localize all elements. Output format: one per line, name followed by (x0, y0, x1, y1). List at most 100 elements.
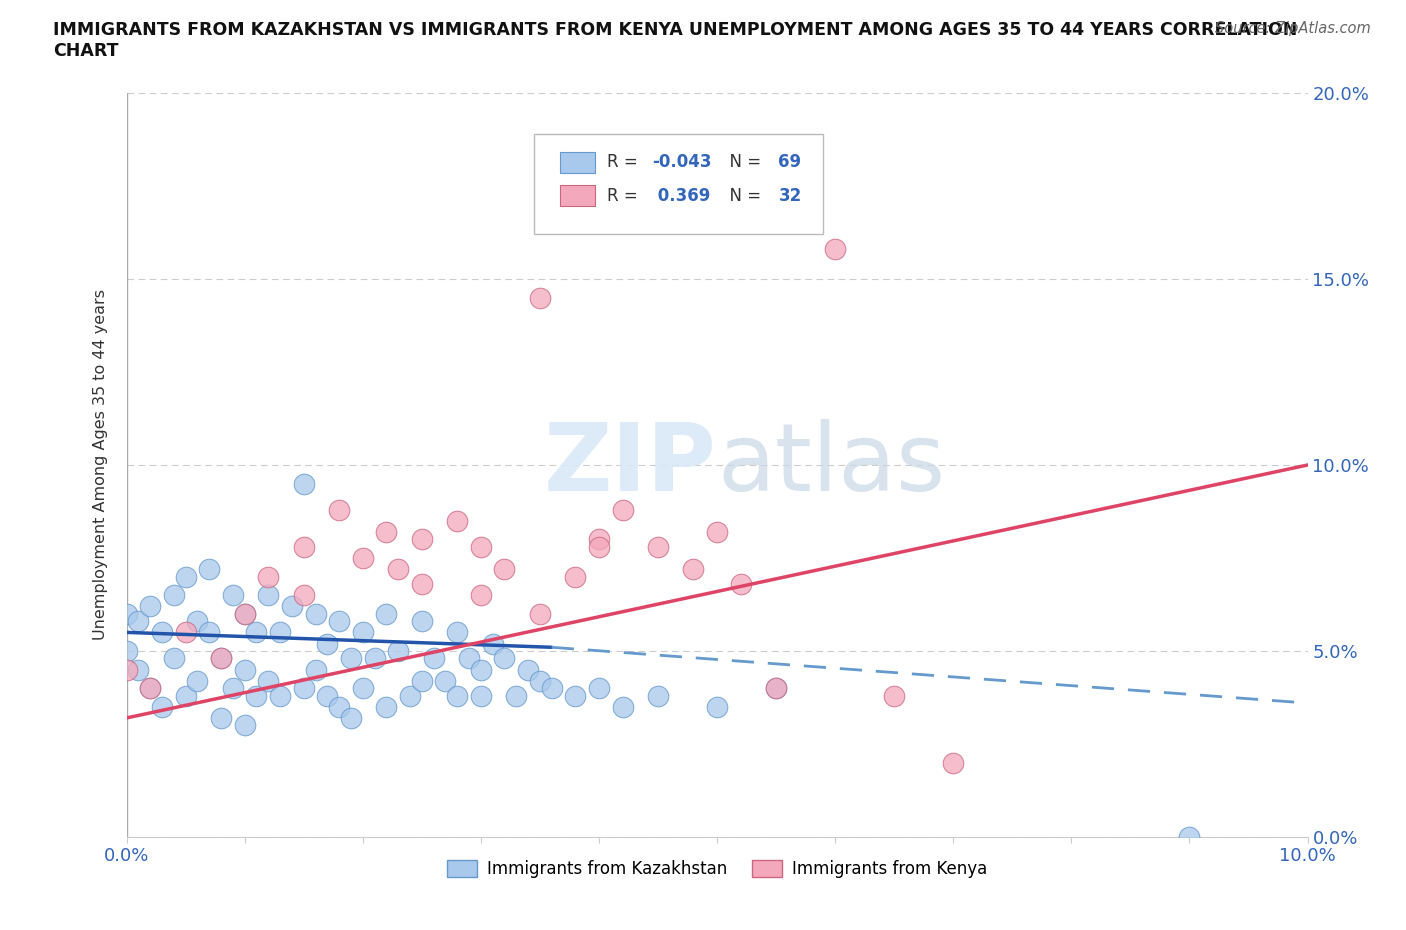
Point (529, 606, 551, 621)
Point (292, 539, 315, 554)
Point (352, 551, 374, 565)
Point (730, 577, 752, 591)
Point (233, 606, 256, 621)
Point (269, 688, 291, 703)
Text: 0.369: 0.369 (652, 187, 710, 205)
Point (387, 562, 409, 577)
Point (458, 651, 481, 666)
Point (174, 688, 197, 703)
Point (292, 588, 315, 603)
Point (233, 718, 256, 733)
Point (316, 688, 339, 703)
Point (529, 290, 551, 305)
Point (682, 562, 704, 577)
Point (174, 569, 197, 584)
Point (127, 614, 149, 629)
Point (150, 699, 173, 714)
FancyBboxPatch shape (560, 152, 595, 173)
Text: atlas: atlas (717, 419, 945, 511)
Text: Source: ZipAtlas.com: Source: ZipAtlas.com (1215, 21, 1371, 36)
Point (564, 569, 586, 584)
Point (222, 588, 245, 603)
Point (209, 651, 232, 666)
Point (257, 673, 280, 688)
Text: -0.043: -0.043 (652, 153, 711, 171)
Point (588, 681, 610, 696)
Point (481, 636, 503, 651)
Point (942, 755, 965, 770)
Point (198, 562, 221, 577)
Point (517, 662, 540, 677)
Point (411, 673, 433, 688)
Point (375, 525, 398, 539)
Point (245, 688, 267, 703)
Point (328, 502, 350, 517)
Point (352, 625, 374, 640)
Point (470, 539, 492, 554)
Point (139, 599, 162, 614)
Text: R =: R = (607, 153, 643, 171)
Point (529, 673, 551, 688)
Point (505, 688, 527, 703)
Point (139, 681, 162, 696)
Point (375, 606, 398, 621)
Point (494, 651, 516, 666)
Point (222, 681, 245, 696)
Point (411, 614, 433, 629)
Point (399, 688, 422, 703)
Point (186, 673, 208, 688)
Point (233, 606, 256, 621)
Point (198, 625, 221, 640)
Point (328, 699, 350, 714)
Point (706, 525, 728, 539)
Point (304, 606, 326, 621)
Point (269, 625, 291, 640)
Point (612, 502, 634, 517)
Point (588, 532, 610, 547)
Point (470, 588, 492, 603)
Point (434, 673, 457, 688)
Point (647, 688, 669, 703)
Point (115, 644, 138, 658)
Point (340, 651, 363, 666)
Point (564, 688, 586, 703)
Point (139, 681, 162, 696)
Text: N =: N = (720, 153, 766, 171)
Point (163, 588, 186, 603)
Point (115, 662, 138, 677)
Point (540, 681, 562, 696)
Point (588, 539, 610, 554)
Point (883, 688, 905, 703)
Point (328, 614, 350, 629)
Point (209, 651, 232, 666)
Point (186, 614, 208, 629)
Point (115, 606, 138, 621)
Text: CHART: CHART (53, 42, 120, 60)
Point (281, 599, 304, 614)
Point (375, 699, 398, 714)
Point (765, 681, 787, 696)
Point (411, 577, 433, 591)
Point (1178, 830, 1201, 844)
Point (363, 651, 385, 666)
Point (174, 625, 197, 640)
Point (494, 562, 516, 577)
Point (647, 539, 669, 554)
Point (352, 681, 374, 696)
Point (422, 651, 444, 666)
Point (446, 688, 468, 703)
Point (163, 651, 186, 666)
Text: ZIP: ZIP (544, 419, 717, 511)
Y-axis label: Unemployment Among Ages 35 to 44 years: Unemployment Among Ages 35 to 44 years (93, 289, 108, 641)
Point (446, 625, 468, 640)
Point (765, 681, 787, 696)
Point (824, 242, 846, 257)
Text: N =: N = (720, 187, 766, 205)
Point (411, 532, 433, 547)
Point (292, 681, 315, 696)
Point (257, 588, 280, 603)
Point (257, 569, 280, 584)
Point (387, 644, 409, 658)
Text: 32: 32 (779, 187, 801, 205)
Point (127, 662, 149, 677)
